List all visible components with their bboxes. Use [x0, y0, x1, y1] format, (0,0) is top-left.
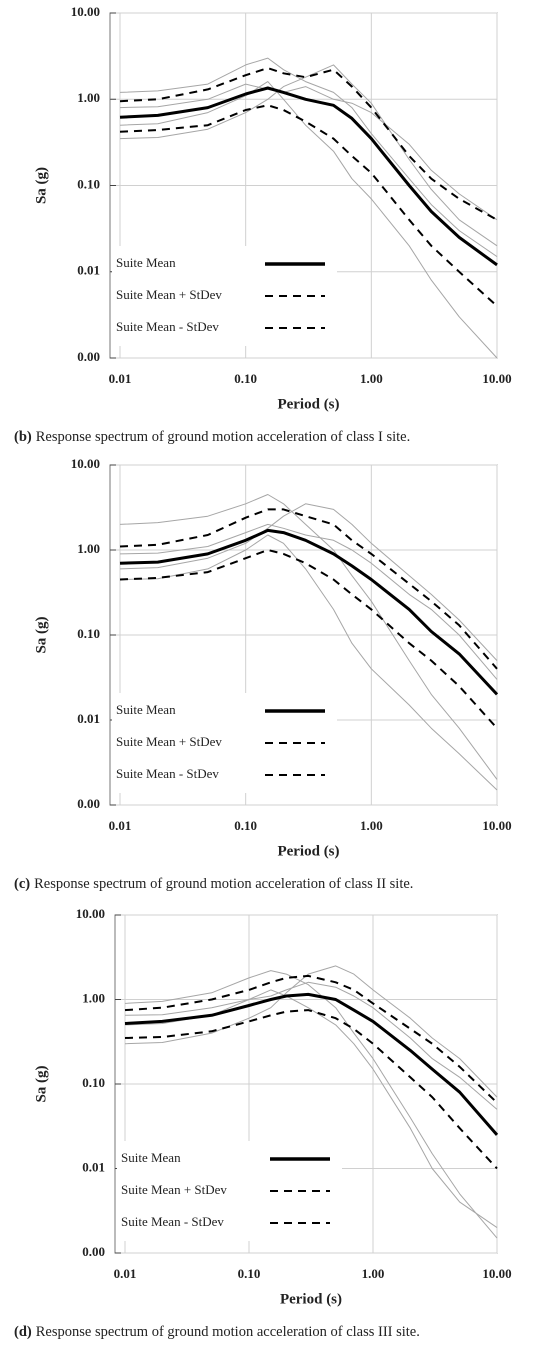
- y-tick-label: 1.00: [77, 541, 100, 556]
- y-tick-label: 0.10: [77, 626, 100, 641]
- x-tick-label: 1.00: [360, 818, 383, 833]
- y-tick-label: 1.00: [82, 990, 105, 1005]
- legend-label: Suite Mean: [121, 1150, 181, 1165]
- caption-label: (c): [14, 876, 30, 892]
- caption: (c) Response spectrum of ground motion ac…: [14, 876, 413, 892]
- y-tick-label: 0.10: [82, 1075, 105, 1090]
- y-tick-label: 10.00: [76, 906, 105, 921]
- x-tick-label: 0.10: [234, 371, 257, 386]
- y-tick-label: 0.00: [77, 349, 100, 364]
- series-line: [119, 528, 499, 696]
- record-line: [119, 523, 498, 680]
- y-axis-label: Sa (g): [33, 616, 49, 653]
- x-axis-label: Period (s): [280, 1291, 342, 1307]
- series-line: [119, 86, 498, 267]
- legend-label: Suite Mean: [116, 702, 176, 717]
- legend-label: Suite Mean: [116, 255, 176, 270]
- x-tick-label: 10.00: [482, 818, 511, 833]
- record-line: [119, 57, 498, 258]
- caption-text: Response spectrum of ground motion accel…: [34, 876, 413, 892]
- series-line: [124, 974, 498, 1104]
- record-line: [119, 534, 498, 791]
- y-tick-label: 10.00: [71, 4, 100, 19]
- caption-label: (b): [14, 429, 32, 445]
- y-tick-label: 0.00: [82, 1244, 105, 1259]
- x-tick-label: 0.01: [109, 371, 132, 386]
- x-tick-label: 0.01: [109, 818, 132, 833]
- legend-label: Suite Mean + StDev: [116, 734, 222, 749]
- x-tick-label: 10.00: [482, 1266, 511, 1281]
- caption: (d) Response spectrum of ground motion ac…: [14, 1324, 420, 1340]
- legend-label: Suite Mean - StDev: [116, 319, 219, 334]
- y-tick-label: 0.01: [77, 263, 100, 278]
- series-line: [119, 508, 498, 670]
- legend-label: Suite Mean + StDev: [116, 287, 222, 302]
- x-tick-label: 0.10: [238, 1266, 261, 1281]
- caption-text: Response spectrum of ground motion accel…: [36, 1324, 420, 1340]
- series-line: [124, 1009, 498, 1170]
- y-axis-label: Sa (g): [33, 1065, 49, 1102]
- legend-label: Suite Mean - StDev: [121, 1214, 224, 1229]
- y-axis-label: Sa (g): [33, 167, 49, 204]
- caption-text: Response spectrum of ground motion accel…: [36, 429, 410, 445]
- x-tick-label: 1.00: [362, 1266, 385, 1281]
- x-tick-label: 0.10: [234, 818, 257, 833]
- chart: 0.01 0.10 1.00 10.00 0.00 0.01 0.10 1.00 10.00 Su…: [14, 456, 512, 892]
- record-line: [119, 503, 498, 661]
- y-tick-label: 0.01: [77, 711, 100, 726]
- y-tick-label: 10.00: [71, 456, 100, 471]
- y-tick-label: 0.10: [77, 176, 100, 191]
- chart: 0.01 0.10 1.00 10.00 0.00 0.01 0.10 1.00 10.00 Su…: [14, 4, 512, 445]
- series-line: [124, 992, 499, 1136]
- caption-label: (d): [14, 1324, 32, 1340]
- x-axis-label: Period (s): [277, 396, 339, 412]
- record-line: [119, 64, 498, 247]
- y-tick-label: 0.01: [82, 1159, 105, 1174]
- x-tick-label: 1.00: [360, 371, 383, 386]
- caption: (b) Response spectrum of ground motion ac…: [14, 429, 410, 445]
- y-tick-label: 1.00: [77, 90, 100, 105]
- series-line: [119, 104, 498, 307]
- record-line: [124, 981, 498, 1110]
- y-tick-label: 0.00: [77, 796, 100, 811]
- record-line: [119, 81, 498, 359]
- x-tick-label: 0.01: [114, 1266, 137, 1281]
- legend-label: Suite Mean + StDev: [121, 1182, 227, 1197]
- x-axis-label: Period (s): [277, 843, 339, 859]
- record-line: [119, 83, 498, 221]
- record-line: [124, 965, 498, 1098]
- legend-label: Suite Mean - StDev: [116, 766, 219, 781]
- chart: 0.01 0.10 1.00 10.00 0.00 0.01 0.10 1.00 10.00 Su…: [14, 906, 512, 1340]
- x-tick-label: 10.00: [482, 371, 511, 386]
